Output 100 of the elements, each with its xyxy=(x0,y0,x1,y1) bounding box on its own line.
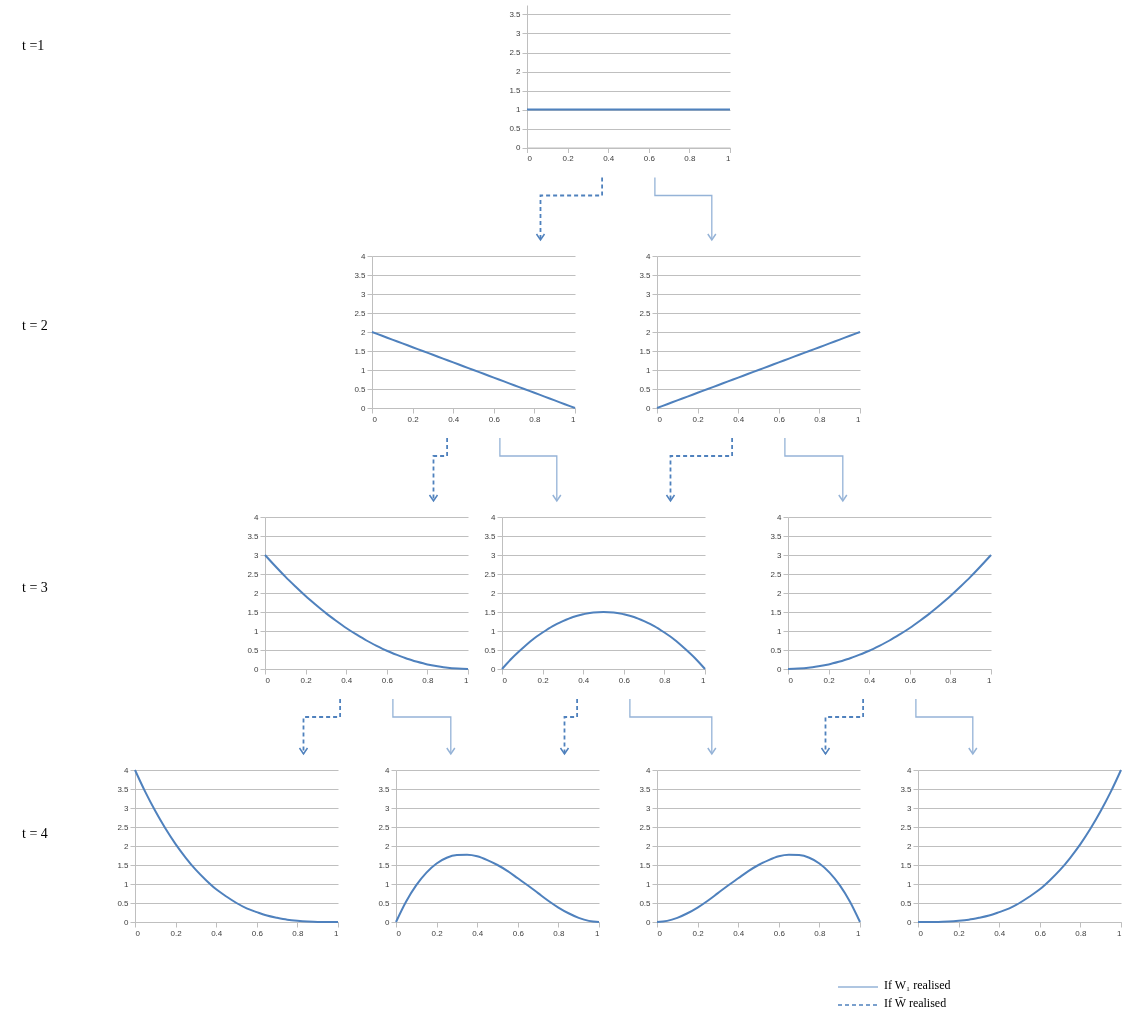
text: If W₁ realised xyxy=(884,978,951,993)
x-tick-label: 1 xyxy=(595,928,601,938)
x-tick-label: 0 xyxy=(657,414,663,424)
y-tick-label: 1.5 xyxy=(770,607,783,617)
x-tick-label: 0.6 xyxy=(773,928,786,938)
y-tick-label: 2.5 xyxy=(639,822,652,832)
y-tick-label: 4 xyxy=(124,765,130,775)
x-tick-label: 1 xyxy=(856,928,862,938)
line-series xyxy=(787,554,992,670)
y-tick-label: 1.5 xyxy=(639,860,652,870)
y-tick-label: 0.5 xyxy=(639,384,652,394)
x-tick-label: 0 xyxy=(396,928,402,938)
y-tick-label: 2.5 xyxy=(639,308,652,318)
line-series xyxy=(371,331,576,409)
y-tick-label: 3 xyxy=(361,289,367,299)
x-tick-label: 0.8 xyxy=(814,928,827,938)
y-tick-label: 1 xyxy=(361,365,367,375)
y-tick-label: 3.5 xyxy=(378,784,391,794)
y-tick-label: 3 xyxy=(385,803,391,813)
y-tick-label: 0 xyxy=(777,664,783,674)
text: t = 2 xyxy=(22,318,48,334)
y-tick-label: 3.5 xyxy=(639,784,652,794)
x-tick-label: 0.4 xyxy=(994,928,1006,938)
x-tick-label: 0.2 xyxy=(692,928,705,938)
y-tick-label: 4 xyxy=(646,251,652,261)
x-tick-label: 0 xyxy=(657,928,663,938)
y-tick-label: 4 xyxy=(646,765,652,775)
x-tick-label: 0.4 xyxy=(864,675,876,685)
y-tick-label: 3 xyxy=(516,29,522,38)
y-tick-label: 3 xyxy=(254,550,260,560)
y-tick-label: 1 xyxy=(124,879,130,889)
y-tick-label: 3 xyxy=(491,550,497,560)
x-tick-label: 0.4 xyxy=(341,675,353,685)
x-tick-label: 0.4 xyxy=(578,675,590,685)
y-tick-label: 1.5 xyxy=(509,86,522,95)
x-tick-label: 0.2 xyxy=(300,675,313,685)
y-tick-label: 1 xyxy=(491,626,497,636)
x-tick-label: 0 xyxy=(527,154,533,163)
text: t =1 xyxy=(22,38,45,54)
x-tick-label: 0.2 xyxy=(431,928,444,938)
y-tick-label: 4 xyxy=(777,512,783,522)
text: t = 4 xyxy=(22,826,48,842)
x-tick-label: 0 xyxy=(502,675,508,685)
x-tick-label: 0.8 xyxy=(659,675,672,685)
y-tick-label: 1.5 xyxy=(378,860,391,870)
x-tick-label: 0 xyxy=(265,675,271,685)
y-tick-label: 3.5 xyxy=(354,270,367,280)
x-tick-label: 0.8 xyxy=(1075,928,1088,938)
y-tick-label: 2.5 xyxy=(378,822,391,832)
x-tick-label: 0.6 xyxy=(618,675,631,685)
y-tick-label: 3 xyxy=(777,550,783,560)
x-tick-label: 0.2 xyxy=(692,414,705,424)
y-tick-label: 0 xyxy=(907,917,913,927)
y-tick-label: 1 xyxy=(516,105,522,114)
line-series xyxy=(501,611,706,670)
x-tick-label: 0.8 xyxy=(945,675,958,685)
y-tick-label: 0 xyxy=(124,917,130,927)
x-tick-label: 0.8 xyxy=(684,154,697,163)
y-tick-label: 2.5 xyxy=(247,569,260,579)
x-tick-label: 0.6 xyxy=(512,928,525,938)
y-tick-label: 2.5 xyxy=(484,569,497,579)
y-tick-label: 1 xyxy=(646,879,652,889)
y-tick-label: 0 xyxy=(491,664,497,674)
x-tick-label: 0.2 xyxy=(407,414,420,424)
y-tick-label: 1.5 xyxy=(639,346,652,356)
x-tick-label: 0.2 xyxy=(953,928,966,938)
y-tick-label: 2 xyxy=(385,841,391,851)
y-tick-label: 0.5 xyxy=(484,645,497,655)
y-tick-label: 4 xyxy=(254,512,260,522)
line-series xyxy=(395,853,600,923)
x-tick-label: 0.4 xyxy=(448,414,460,424)
x-tick-label: 0.4 xyxy=(733,928,745,938)
x-tick-label: 1 xyxy=(987,675,993,685)
y-tick-label: 1.5 xyxy=(900,860,913,870)
x-tick-label: 1 xyxy=(464,675,470,685)
text: If W̄ realised xyxy=(884,996,947,1011)
x-tick-label: 0.6 xyxy=(488,414,501,424)
x-tick-label: 0.4 xyxy=(733,414,745,424)
y-tick-label: 1.5 xyxy=(484,607,497,617)
line-series xyxy=(264,554,469,670)
y-tick-label: 0 xyxy=(516,143,522,152)
x-tick-label: 0.8 xyxy=(529,414,542,424)
x-tick-label: 0.2 xyxy=(537,675,550,685)
y-tick-label: 2.5 xyxy=(354,308,367,318)
x-tick-label: 1 xyxy=(334,928,340,938)
y-tick-label: 1 xyxy=(385,879,391,889)
y-tick-label: 1 xyxy=(646,365,652,375)
y-tick-label: 0 xyxy=(254,664,260,674)
y-tick-label: 2.5 xyxy=(900,822,913,832)
y-tick-label: 2.5 xyxy=(117,822,130,832)
y-tick-label: 2 xyxy=(646,841,652,851)
x-tick-label: 0 xyxy=(918,928,924,938)
x-tick-label: 0.8 xyxy=(814,414,827,424)
x-tick-label: 0.2 xyxy=(823,675,836,685)
x-tick-label: 0.4 xyxy=(603,154,615,163)
x-tick-label: 1 xyxy=(1117,928,1123,938)
y-tick-label: 3.5 xyxy=(117,784,130,794)
x-tick-label: 0.4 xyxy=(211,928,223,938)
x-tick-label: 1 xyxy=(856,414,862,424)
x-tick-label: 0.8 xyxy=(292,928,305,938)
